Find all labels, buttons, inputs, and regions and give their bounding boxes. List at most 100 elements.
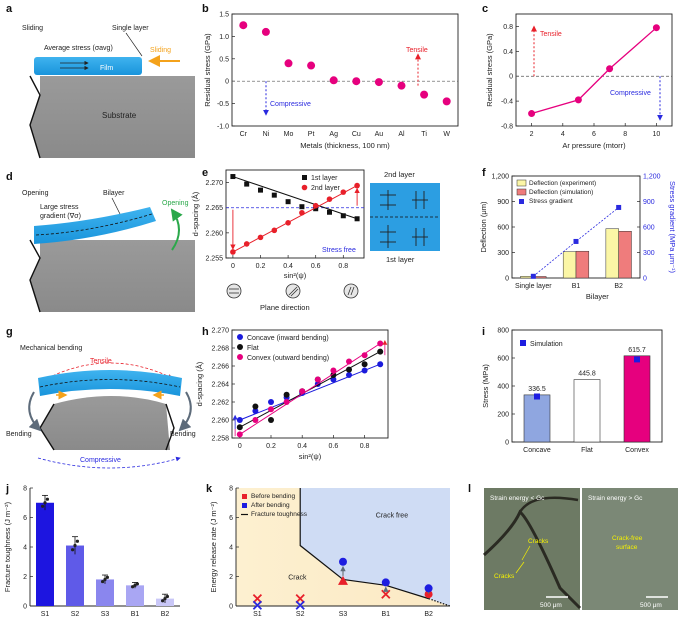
x-tick-label: 0.6	[329, 443, 339, 450]
annotation-compressive: Compressive	[270, 101, 311, 108]
bar	[562, 251, 577, 279]
y2-tick-label: 1,200	[643, 174, 661, 181]
x-tick-label: Cr	[240, 131, 248, 138]
fit-line	[239, 343, 381, 435]
panel-letter: f	[482, 167, 486, 179]
y-tick-label: 2.262	[211, 400, 229, 407]
substrate-block-d	[30, 240, 195, 312]
legend-label: Before bending	[251, 493, 295, 500]
legend-label: Deflection (simulation)	[529, 189, 593, 196]
y-axis-title: Stress (MPa)	[481, 364, 490, 408]
label-sliding-arrow: Sliding	[150, 47, 171, 54]
x-tick-label: Ag	[329, 131, 338, 138]
y-tick-label: 0.8	[503, 24, 513, 31]
replicate-point	[71, 548, 75, 552]
x-tick-label: 2	[530, 131, 534, 138]
x-tick-label: S3	[339, 611, 348, 618]
data-point	[236, 417, 243, 423]
replicate-point	[165, 594, 169, 599]
y-tick-label: 1,200	[491, 174, 509, 181]
y-tick-label: 8	[23, 486, 27, 493]
label-tensile-g: Tensile	[90, 358, 112, 365]
y-tick-label: 0	[505, 440, 509, 447]
panel-i: i 0 200 400 600 800 336.5 Concave 445.8 Flat 615.7…	[481, 326, 663, 454]
bar	[36, 502, 54, 606]
label-surface: surface	[616, 544, 638, 551]
plane-icon-3	[343, 283, 359, 299]
x-tick-label: W	[443, 131, 450, 138]
x-tick-label: Concave	[523, 447, 551, 454]
legend-marker	[242, 503, 247, 508]
legend-marker	[516, 188, 527, 196]
x-tick-label: Pt	[308, 131, 315, 138]
opening-arrow	[170, 208, 183, 251]
region-label-crack-free: Crack free	[376, 513, 408, 520]
data-point	[313, 206, 319, 212]
data-point	[252, 403, 259, 410]
data-point	[329, 76, 338, 85]
bending-arrow-right	[178, 391, 192, 432]
x-tick-label: B2	[424, 611, 433, 618]
x-tick-label: Convex	[625, 447, 649, 454]
replicate-point	[133, 583, 137, 587]
y-tick-label: 6	[229, 515, 233, 522]
y-tick-label: 2.266	[211, 364, 229, 371]
cross-marker	[295, 600, 305, 610]
label-bending-right: Bending	[170, 431, 196, 438]
x-tick-label: 0	[238, 443, 242, 450]
y-tick-label: 2	[23, 574, 27, 581]
data-point	[258, 187, 263, 193]
plane-direction-icons	[226, 283, 359, 299]
y-tick-label: 800	[497, 328, 509, 335]
label-single-layer: Single layer	[112, 25, 149, 32]
y-tick-label: 2.260	[211, 418, 229, 425]
data-point	[239, 21, 248, 30]
y-tick-label: 0	[225, 79, 229, 86]
y-tick-label: 2.270	[205, 180, 223, 187]
value-label: 615.7	[628, 347, 646, 354]
data-point	[352, 77, 361, 86]
panel-b: b -1.0 -0.5 0 0.5 1.0 1.5 Cr Ni Mo Pt Ag Cu Au Al Ti W Me…	[202, 3, 459, 150]
label-strain-gt: Strain energy > Gc	[588, 495, 643, 502]
x-tick-label: Au	[375, 131, 384, 138]
label-mechanical-bending: Mechanical bending	[20, 345, 82, 352]
data-point	[528, 110, 536, 118]
panel-g: g Mechanical bending Tensile Bending Ben…	[6, 326, 196, 469]
data-point	[606, 65, 614, 73]
after-point	[339, 557, 347, 566]
label-opening-arrow: Opening	[162, 200, 189, 207]
bar	[126, 585, 144, 606]
legend-marker	[237, 354, 243, 360]
crack-line-2	[518, 496, 579, 513]
legend-marker	[519, 199, 524, 204]
fit-line	[232, 185, 358, 253]
stress-free-label: Stress free	[322, 247, 356, 254]
x-tick-label: 0.4	[283, 263, 293, 270]
x-tick-label: S2	[296, 611, 305, 618]
bent-interface-g	[39, 379, 181, 388]
data-point	[354, 182, 360, 189]
plot-frame	[231, 13, 459, 127]
panel-k: k 0 2 4 6 8 S1 S2 S3 B1 B2 Before bending After bend…	[206, 483, 451, 618]
x-tick-label: S3	[101, 611, 110, 618]
label-large-stress: Large stress	[40, 204, 79, 211]
crack-region	[236, 488, 450, 606]
before-triangle	[338, 575, 348, 585]
panel-label-g: g	[6, 326, 13, 338]
x-axis-title: sin²(ψ)	[299, 452, 322, 461]
replicate-point	[105, 575, 109, 579]
data-point	[377, 361, 384, 368]
y2-tick-label: 900	[643, 199, 655, 206]
data-point	[397, 81, 406, 90]
replicate-point	[45, 497, 50, 501]
data-point	[361, 361, 368, 368]
y-tick-label: 600	[497, 356, 509, 363]
y-tick-label: 0	[23, 604, 27, 611]
crack-line-1	[483, 509, 582, 610]
film-a	[34, 57, 142, 75]
data-point	[346, 366, 352, 373]
data-point	[252, 417, 259, 423]
replicate-point	[103, 577, 107, 582]
x-tick-label: 0	[231, 263, 235, 270]
region-label-crack: Crack	[288, 574, 307, 581]
